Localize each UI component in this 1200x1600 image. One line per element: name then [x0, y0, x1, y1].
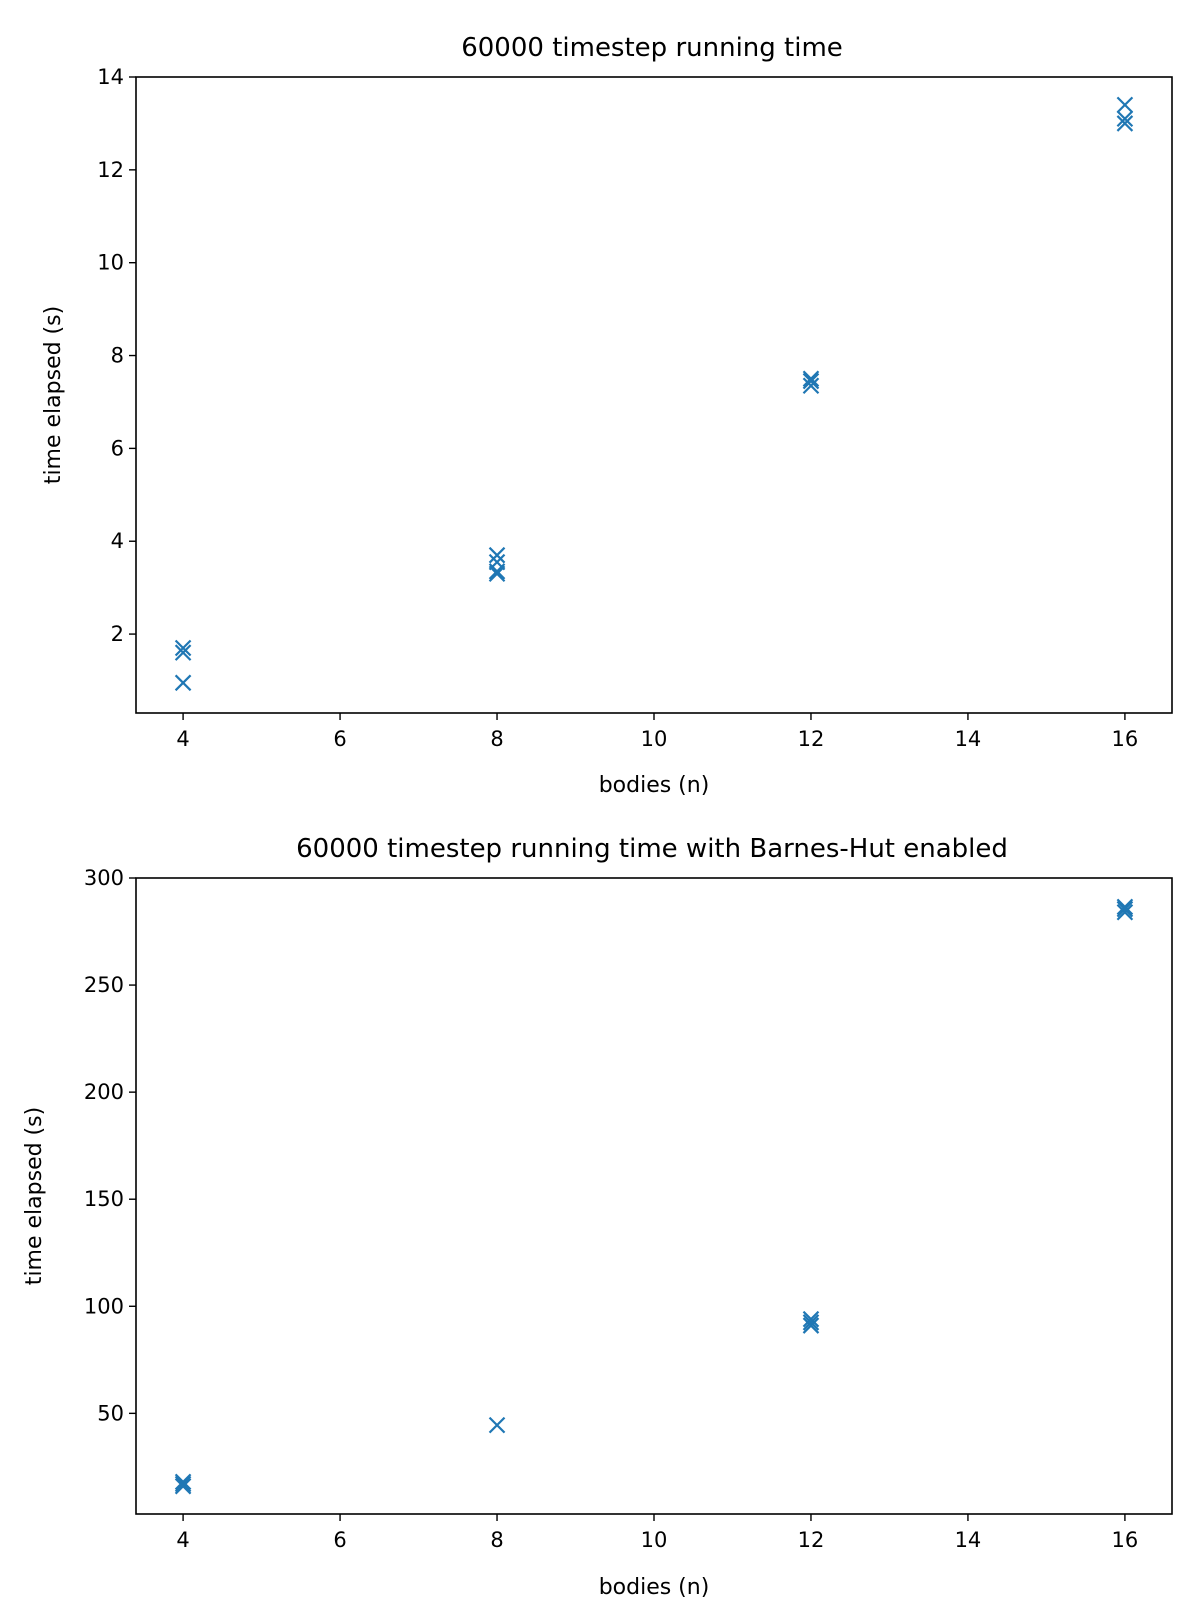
y-tick-label: 300 — [84, 866, 124, 890]
data-point — [1116, 903, 1134, 921]
y-tick-label: 12 — [97, 158, 124, 182]
x-tick-label: 10 — [641, 1528, 668, 1552]
x-tick-label: 4 — [176, 1528, 189, 1552]
data-point — [488, 565, 506, 583]
x-tick-label: 12 — [798, 727, 825, 751]
x-axis-label: bodies (n) — [599, 773, 710, 798]
x-tick-label: 12 — [798, 1528, 825, 1552]
chart-title: 60000 timestep running time with Barnes-… — [296, 834, 1008, 864]
data-point — [1116, 110, 1134, 128]
y-tick-label: 250 — [84, 973, 124, 997]
data-point — [174, 639, 192, 657]
y-axis-label: time elapsed (s) — [22, 1107, 47, 1285]
plot-frame — [135, 76, 1173, 714]
data-point — [802, 377, 820, 394]
data-point — [1116, 115, 1134, 132]
data-point — [1116, 900, 1134, 918]
chart-top: 60000 timestep running time 4 6 8 10 12 14 16 2… — [41, 33, 1173, 798]
y-tick-label: 6 — [111, 436, 124, 460]
x-tick-label: 4 — [176, 727, 189, 751]
x-axis-label: bodies (n) — [599, 1575, 710, 1600]
y-tick-label: 4 — [111, 529, 124, 553]
y-axis-label: time elapsed (s) — [41, 306, 66, 484]
axis-ticks: 4 6 8 10 12 14 16 2 4 6 8 10 12 14 — [97, 65, 1138, 751]
data-point — [1116, 898, 1134, 916]
data-point — [488, 546, 506, 564]
y-tick-label: 14 — [97, 65, 124, 89]
x-tick-label: 8 — [490, 1528, 503, 1552]
axis-ticks: 4 6 8 10 12 14 16 50 100 150 200 250 300 — [84, 866, 1138, 1552]
y-tick-label: 150 — [84, 1187, 124, 1211]
chart-bottom: 60000 timestep running time with Barnes-… — [22, 834, 1173, 1600]
data-point — [802, 1317, 820, 1334]
data-points — [174, 96, 1134, 692]
y-tick-label: 8 — [111, 344, 124, 368]
x-tick-label: 6 — [333, 1528, 346, 1552]
data-point — [174, 644, 192, 661]
data-point — [802, 370, 820, 388]
y-tick-label: 200 — [84, 1080, 124, 1104]
x-tick-label: 8 — [490, 727, 503, 751]
x-tick-label: 16 — [1112, 727, 1139, 751]
x-tick-label: 14 — [955, 727, 982, 751]
data-point — [174, 1477, 192, 1495]
data-point — [488, 553, 506, 571]
data-point — [802, 372, 820, 390]
x-tick-label: 6 — [333, 727, 346, 751]
data-point — [174, 1473, 192, 1491]
x-tick-label: 16 — [1112, 1528, 1139, 1552]
chart-title: 60000 timestep running time — [461, 33, 843, 63]
y-tick-label: 2 — [111, 622, 124, 646]
x-tick-label: 10 — [641, 727, 668, 751]
data-point — [488, 1416, 506, 1434]
data-point — [1116, 96, 1134, 114]
y-tick-label: 50 — [97, 1401, 124, 1425]
data-points — [174, 898, 1134, 1495]
data-point — [802, 1314, 820, 1331]
data-point — [802, 1310, 820, 1328]
y-tick-label: 100 — [84, 1294, 124, 1318]
data-point — [174, 674, 192, 692]
plot-frame — [135, 877, 1173, 1515]
data-point — [174, 1475, 192, 1493]
y-tick-label: 10 — [97, 251, 124, 275]
x-tick-label: 14 — [955, 1528, 982, 1552]
